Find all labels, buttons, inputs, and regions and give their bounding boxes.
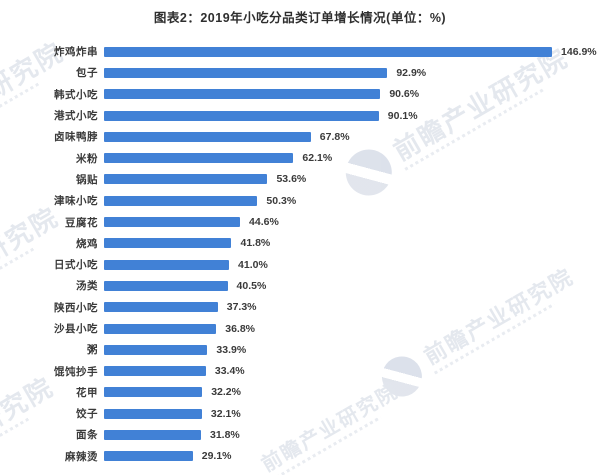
value-label: 33.4% bbox=[214, 365, 245, 378]
bar bbox=[104, 302, 218, 313]
category-label: 韩式小吃 bbox=[54, 88, 98, 101]
chart-row: 烧鸡 41.8% bbox=[0, 233, 600, 254]
chart-row: 锅贴 53.6% bbox=[0, 169, 600, 190]
chart-row: 豆腐花 44.6% bbox=[0, 211, 600, 232]
value-label: 32.1% bbox=[210, 407, 241, 420]
value-label: 41.0% bbox=[238, 258, 268, 271]
category-label: 粥 bbox=[87, 344, 98, 357]
category-label: 面条 bbox=[76, 429, 98, 442]
chart-row: 汤类 40.5% bbox=[0, 275, 600, 296]
value-label: 29.1% bbox=[201, 450, 232, 463]
chart-row: 饺子 32.1% bbox=[0, 403, 600, 424]
value-label: 90.6% bbox=[389, 88, 420, 101]
bar bbox=[104, 217, 241, 228]
chart-row: 沙县小吃 36.8% bbox=[0, 318, 600, 339]
value-label: 53.6% bbox=[276, 173, 307, 186]
category-label: 包子 bbox=[76, 67, 98, 80]
value-label: 44.6% bbox=[249, 216, 279, 229]
value-label: 146.9% bbox=[561, 45, 597, 58]
chart-row: 馄饨抄手 33.4% bbox=[0, 360, 600, 381]
chart-row: 韩式小吃 90.6% bbox=[0, 84, 600, 105]
value-label: 33.9% bbox=[216, 343, 247, 356]
category-label: 卤味鸭脖 bbox=[54, 131, 98, 144]
chart-row: 日式小吃 41.0% bbox=[0, 254, 600, 275]
bar bbox=[104, 387, 203, 398]
bar bbox=[104, 67, 388, 78]
value-label: 41.8% bbox=[240, 237, 271, 250]
chart-row: 粥 33.9% bbox=[0, 339, 600, 360]
bar-chart: 炸鸡炸串 146.9% 包子 92.9% 韩式小吃 90.6% 港式小吃 90.1% 卤味鸭脖 6… bbox=[0, 41, 600, 467]
value-label: 62.1% bbox=[302, 152, 333, 165]
bar bbox=[104, 451, 193, 462]
chart-row: 麻辣烫 29.1% bbox=[0, 446, 600, 467]
chart-row: 卤味鸭脖 67.8% bbox=[0, 126, 600, 147]
category-label: 锅贴 bbox=[76, 173, 98, 186]
chart-row: 陕西小吃 37.3% bbox=[0, 297, 600, 318]
category-label: 炸鸡炸串 bbox=[54, 46, 98, 59]
bar bbox=[104, 153, 294, 164]
category-label: 沙县小吃 bbox=[54, 323, 98, 335]
bar bbox=[104, 46, 553, 57]
chart-row: 米粉 62.1% bbox=[0, 147, 600, 168]
category-label: 陕西小吃 bbox=[54, 301, 98, 314]
value-label: 31.8% bbox=[209, 428, 240, 441]
bar bbox=[104, 429, 201, 440]
value-label: 37.3% bbox=[226, 301, 257, 314]
bar bbox=[104, 110, 379, 121]
chart-row: 炸鸡炸串 146.9% bbox=[0, 41, 600, 62]
category-label: 花甲 bbox=[76, 386, 98, 399]
bar bbox=[104, 323, 217, 334]
category-label: 米粉 bbox=[76, 152, 98, 165]
bar bbox=[104, 131, 311, 142]
category-label: 饺子 bbox=[76, 408, 98, 421]
bar bbox=[104, 89, 381, 100]
value-label: 67.8% bbox=[319, 130, 350, 143]
bar bbox=[104, 344, 208, 355]
category-label: 日式小吃 bbox=[54, 259, 98, 272]
category-label: 馄饨抄手 bbox=[54, 365, 98, 378]
value-label: 36.8% bbox=[225, 322, 256, 335]
value-label: 32.2% bbox=[211, 386, 241, 399]
chart-row: 津味小吃 50.3% bbox=[0, 190, 600, 211]
category-label: 港式小吃 bbox=[54, 110, 98, 123]
bar bbox=[104, 238, 232, 249]
category-label: 烧鸡 bbox=[76, 237, 98, 250]
chart-title: 图表2：2019年小吃分品类订单增长情况(单位：%) bbox=[153, 11, 447, 25]
bar bbox=[104, 366, 206, 377]
value-label: 90.1% bbox=[387, 109, 418, 122]
bar bbox=[104, 174, 268, 185]
chart-row: 花甲 32.2% bbox=[0, 382, 600, 403]
bar bbox=[104, 280, 228, 291]
value-label: 40.5% bbox=[236, 279, 267, 292]
category-label: 麻辣烫 bbox=[65, 450, 98, 463]
bar bbox=[104, 195, 258, 206]
chart-row: 包子 92.9% bbox=[0, 62, 600, 83]
chart-row: 面条 31.8% bbox=[0, 424, 600, 445]
category-label: 汤类 bbox=[76, 280, 98, 293]
category-label: 津味小吃 bbox=[54, 195, 98, 208]
bar bbox=[104, 408, 202, 419]
value-label: 50.3% bbox=[266, 194, 297, 207]
bar bbox=[104, 259, 230, 270]
category-label: 豆腐花 bbox=[65, 216, 98, 229]
chart-row: 港式小吃 90.1% bbox=[0, 105, 600, 126]
value-label: 92.9% bbox=[396, 66, 427, 79]
